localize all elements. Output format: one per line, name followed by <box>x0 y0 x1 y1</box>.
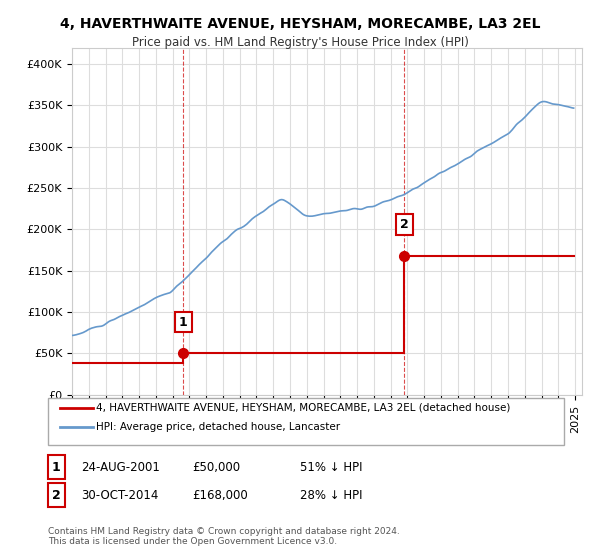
Text: 1: 1 <box>179 316 188 329</box>
Text: Contains HM Land Registry data © Crown copyright and database right 2024.
This d: Contains HM Land Registry data © Crown c… <box>48 526 400 546</box>
Text: 2: 2 <box>52 488 61 502</box>
Text: HPI: Average price, detached house, Lancaster: HPI: Average price, detached house, Lanc… <box>96 422 340 432</box>
Text: 24-AUG-2001: 24-AUG-2001 <box>81 460 160 474</box>
Text: 30-OCT-2014: 30-OCT-2014 <box>81 488 158 502</box>
Text: 4, HAVERTHWAITE AVENUE, HEYSHAM, MORECAMBE, LA3 2EL: 4, HAVERTHWAITE AVENUE, HEYSHAM, MORECAM… <box>60 17 540 31</box>
Text: 51% ↓ HPI: 51% ↓ HPI <box>300 460 362 474</box>
Text: 2: 2 <box>400 218 409 231</box>
Text: 1: 1 <box>52 460 61 474</box>
Text: Price paid vs. HM Land Registry's House Price Index (HPI): Price paid vs. HM Land Registry's House … <box>131 36 469 49</box>
Text: £50,000: £50,000 <box>192 460 240 474</box>
Text: 4, HAVERTHWAITE AVENUE, HEYSHAM, MORECAMBE, LA3 2EL (detached house): 4, HAVERTHWAITE AVENUE, HEYSHAM, MORECAM… <box>96 403 511 413</box>
Text: 28% ↓ HPI: 28% ↓ HPI <box>300 488 362 502</box>
Text: £168,000: £168,000 <box>192 488 248 502</box>
